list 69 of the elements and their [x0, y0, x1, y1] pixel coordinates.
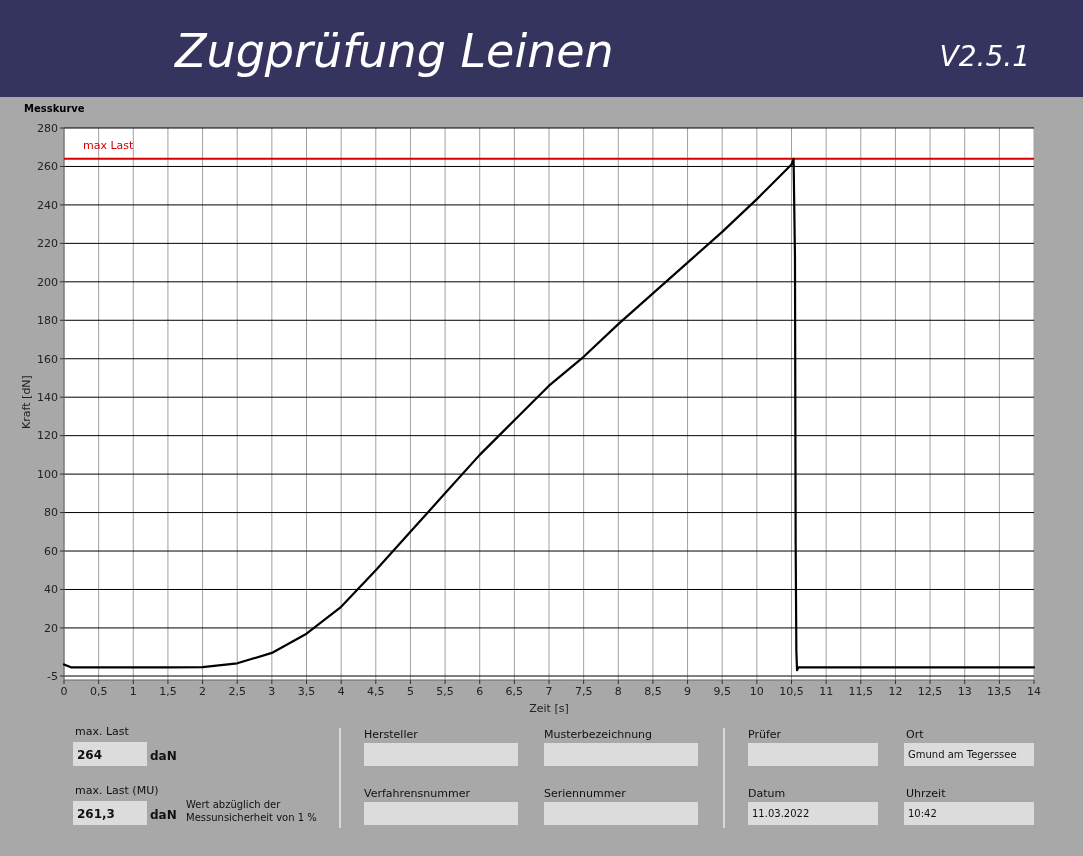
x-tick-label: 2 [199, 685, 207, 698]
x-tick-label: 13,5 [987, 685, 1012, 698]
x-tick-label: 10,5 [779, 685, 804, 698]
text: 11.03.2022 [752, 808, 810, 819]
y-tick-label: 80 [44, 506, 58, 520]
text: 261,3 [77, 807, 115, 821]
text: daN [150, 749, 177, 763]
x-tick-label: 13 [957, 685, 972, 698]
x-tick-label: 11,5 [848, 685, 874, 698]
x-tick-label: 9 [684, 685, 692, 698]
chart-subtitle: Messkurve [24, 103, 85, 114]
x-tick-label: 11 [819, 685, 834, 698]
x-tick-label: 5,5 [436, 685, 454, 698]
y-tick-label: 240 [37, 198, 58, 212]
x-tick-label: 9,5 [713, 685, 731, 698]
text: Wert abzüglich der Messunsicherheit von 1 % [186, 799, 317, 823]
x-tick-label: 14 [1027, 685, 1041, 698]
text: Uhrzeit [906, 787, 947, 800]
text: Seriennummer [544, 787, 627, 800]
y-tick-label: 280 [37, 121, 58, 135]
ref-line-label: max Last [83, 138, 135, 152]
y-tick-label: -5 [47, 669, 58, 683]
text: Ort [906, 728, 925, 741]
chart-title: Zugprüfung Leinen [173, 24, 614, 78]
text: Musterbezeichnung [544, 728, 653, 741]
text: Hersteller [364, 728, 419, 741]
x-tick-label: 0,5 [89, 685, 108, 698]
y-tick-label: 60 [44, 544, 58, 558]
y-tick-label: 160 [37, 352, 58, 366]
text: Verfahrensnummer [364, 787, 471, 800]
y-tick-label: 40 [44, 583, 58, 597]
x-tick-label: 12 [888, 685, 903, 698]
y-tick-label: 180 [37, 314, 58, 328]
line-series [62, 157, 1036, 672]
x-tick-label: 7,5 [574, 685, 593, 698]
x-tick-label: 5 [406, 685, 414, 698]
x-tick-label: 6 [476, 685, 484, 698]
text: max. Last (MU) [75, 784, 159, 797]
x-tick-label: 3 [268, 685, 276, 698]
text: max. Last [75, 725, 130, 738]
text: Prüfer [748, 728, 782, 741]
text: 10:42 [908, 808, 937, 819]
text: V2.5.1 [939, 40, 1030, 73]
y-tick-label: 100 [37, 467, 58, 481]
x-tick-label: 1 [129, 685, 137, 698]
y-tick-label: 140 [37, 391, 58, 405]
x-tick-label: 4,5 [367, 685, 385, 698]
text: Gmund am Tegerssee [908, 749, 1017, 760]
x-tick-label: 8 [614, 685, 622, 698]
x-tick-label: 7 [545, 685, 553, 698]
y-tick-label: 120 [37, 429, 58, 443]
y-tick-label: 260 [37, 160, 58, 174]
x-tick-label: 12,5 [917, 685, 943, 698]
x-tick-label: 0 [60, 685, 68, 698]
text: 264 [77, 748, 103, 762]
x-tick-label: 8,5 [644, 685, 662, 698]
text: Datum [748, 787, 786, 800]
x-tick-label: 4 [337, 685, 345, 698]
x-tick-label: 2,5 [228, 685, 246, 698]
y-tick-label: 200 [37, 275, 58, 289]
y-tick-label: 20 [44, 621, 58, 635]
y-tick-label: 220 [37, 237, 58, 251]
x-axis-title: Zeit [s] [529, 702, 569, 715]
text: daN [150, 808, 177, 822]
x-tick-label: 3,5 [297, 685, 316, 698]
x-tick-label: 10 [749, 685, 764, 698]
y-axis-title: Kraft [dN] [20, 375, 33, 429]
x-tick-label: 1,5 [159, 685, 177, 698]
x-tick-label: 6,5 [505, 685, 524, 698]
